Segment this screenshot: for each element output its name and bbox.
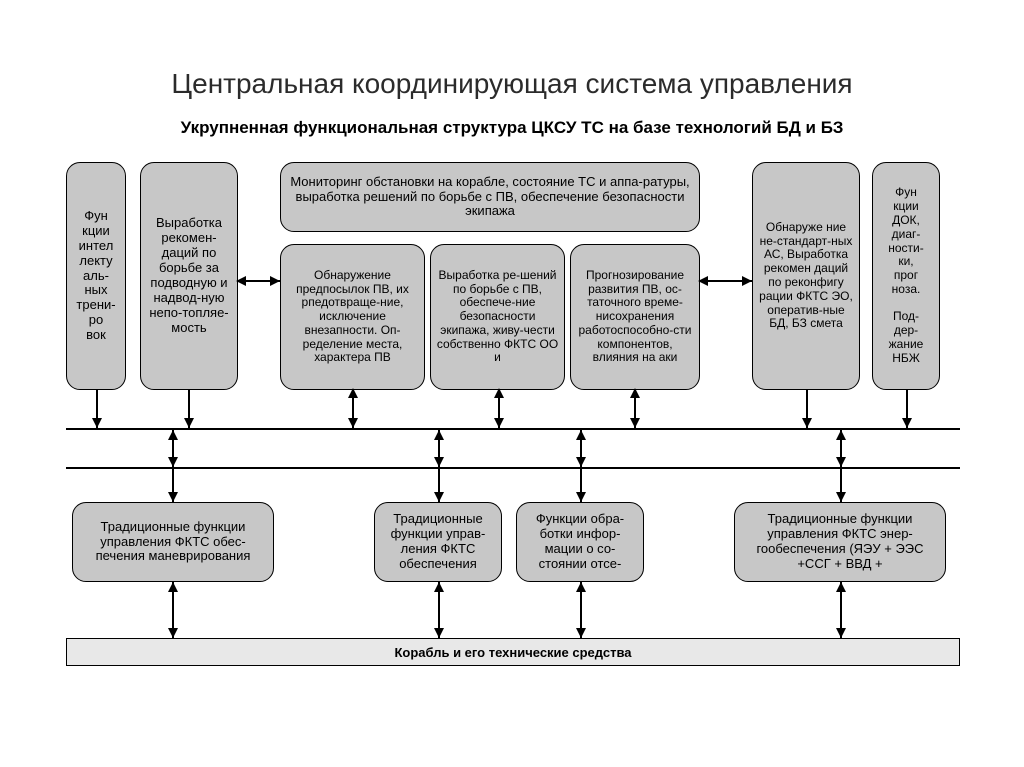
arrowhead-icon (168, 457, 178, 467)
node-label: Фун кции ДОК, диаг- ности- ки, прог ноза… (888, 186, 924, 365)
arrowhead-icon (434, 582, 444, 592)
node-b3a: Обнаружение предпосылок ПВ, их рпедотвра… (280, 244, 425, 390)
arrowhead-icon (434, 492, 444, 502)
arrowhead-icon (902, 418, 912, 428)
node-b5: Фун кции ДОК, диаг- ности- ки, прог ноза… (872, 162, 940, 390)
arrowhead-icon (836, 457, 846, 467)
arrowhead-icon (802, 418, 812, 428)
arrowhead-icon (630, 388, 640, 398)
slide-canvas: Центральная координирующая система управ… (0, 0, 1024, 767)
arrowhead-icon (348, 418, 358, 428)
arrowhead-icon (576, 430, 586, 440)
node-label: Обнаружение предпосылок ПВ, их рпедотвра… (285, 269, 420, 366)
node-label: Обнаруже ние не-стандарт-ных АС, Выработ… (757, 221, 855, 331)
node-label: Выработка ре-шений по борьбе с ПВ, обесп… (435, 269, 560, 366)
arrowhead-icon (92, 418, 102, 428)
arrowhead-icon (434, 430, 444, 440)
node-r4: Традиционные функции управления ФКТС эне… (734, 502, 946, 582)
page-subtitle: Укрупненная функциональная структура ЦКС… (0, 118, 1024, 138)
node-b2: Выработка рекомен-даций по борьбе за под… (140, 162, 238, 390)
connector-h (66, 467, 960, 469)
arrowhead-icon (270, 276, 280, 286)
node-label: Мониторинг обстановки на корабле, состоя… (285, 175, 695, 220)
arrowhead-icon (630, 418, 640, 428)
arrowhead-icon (576, 582, 586, 592)
node-r1: Традиционные функции управления ФКТС обе… (72, 502, 274, 582)
arrowhead-icon (836, 582, 846, 592)
arrowhead-icon (494, 418, 504, 428)
arrowhead-icon (168, 628, 178, 638)
arrowhead-icon (348, 388, 358, 398)
node-r3: Функции обра-ботки инфор-мации о со-стоя… (516, 502, 644, 582)
node-label: Традиционные функции управления ФКТС обе… (77, 520, 269, 565)
node-b1: Фун кции интел лекту аль- ных трени- ро … (66, 162, 126, 390)
node-b4: Обнаруже ние не-стандарт-ных АС, Выработ… (752, 162, 860, 390)
node-label: Прогнозирование развития ПВ, ос-таточног… (575, 269, 695, 366)
arrowhead-icon (576, 457, 586, 467)
node-b3c: Прогнозирование развития ПВ, ос-таточног… (570, 244, 700, 390)
node-b3: Мониторинг обстановки на корабле, состоя… (280, 162, 700, 232)
arrowhead-icon (836, 430, 846, 440)
node-b3b: Выработка ре-шений по борьбе с ПВ, обесп… (430, 244, 565, 390)
arrowhead-icon (698, 276, 708, 286)
page-title: Центральная координирующая система управ… (0, 68, 1024, 100)
node-r2: Традиционные функции управ-ления ФКТС об… (374, 502, 502, 582)
connector-h (66, 428, 960, 430)
bottom-bar-label: Корабль и его технические средства (394, 645, 631, 660)
arrowhead-icon (168, 582, 178, 592)
arrowhead-icon (576, 492, 586, 502)
arrowhead-icon (168, 430, 178, 440)
arrowhead-icon (434, 628, 444, 638)
bottom-bar: Корабль и его технические средства (66, 638, 960, 666)
arrowhead-icon (168, 492, 178, 502)
arrowhead-icon (494, 388, 504, 398)
node-label: Выработка рекомен-даций по борьбе за под… (145, 216, 233, 336)
node-label: Фун кции интел лекту аль- ных трени- ро … (76, 209, 115, 343)
node-label: Традиционные функции управления ФКТС эне… (739, 512, 941, 572)
node-label: Традиционные функции управ-ления ФКТС об… (379, 512, 497, 572)
arrowhead-icon (236, 276, 246, 286)
arrowhead-icon (742, 276, 752, 286)
arrowhead-icon (434, 457, 444, 467)
arrowhead-icon (836, 492, 846, 502)
arrowhead-icon (836, 628, 846, 638)
node-label: Функции обра-ботки инфор-мации о со-стоя… (521, 512, 639, 572)
arrowhead-icon (576, 628, 586, 638)
arrowhead-icon (184, 418, 194, 428)
